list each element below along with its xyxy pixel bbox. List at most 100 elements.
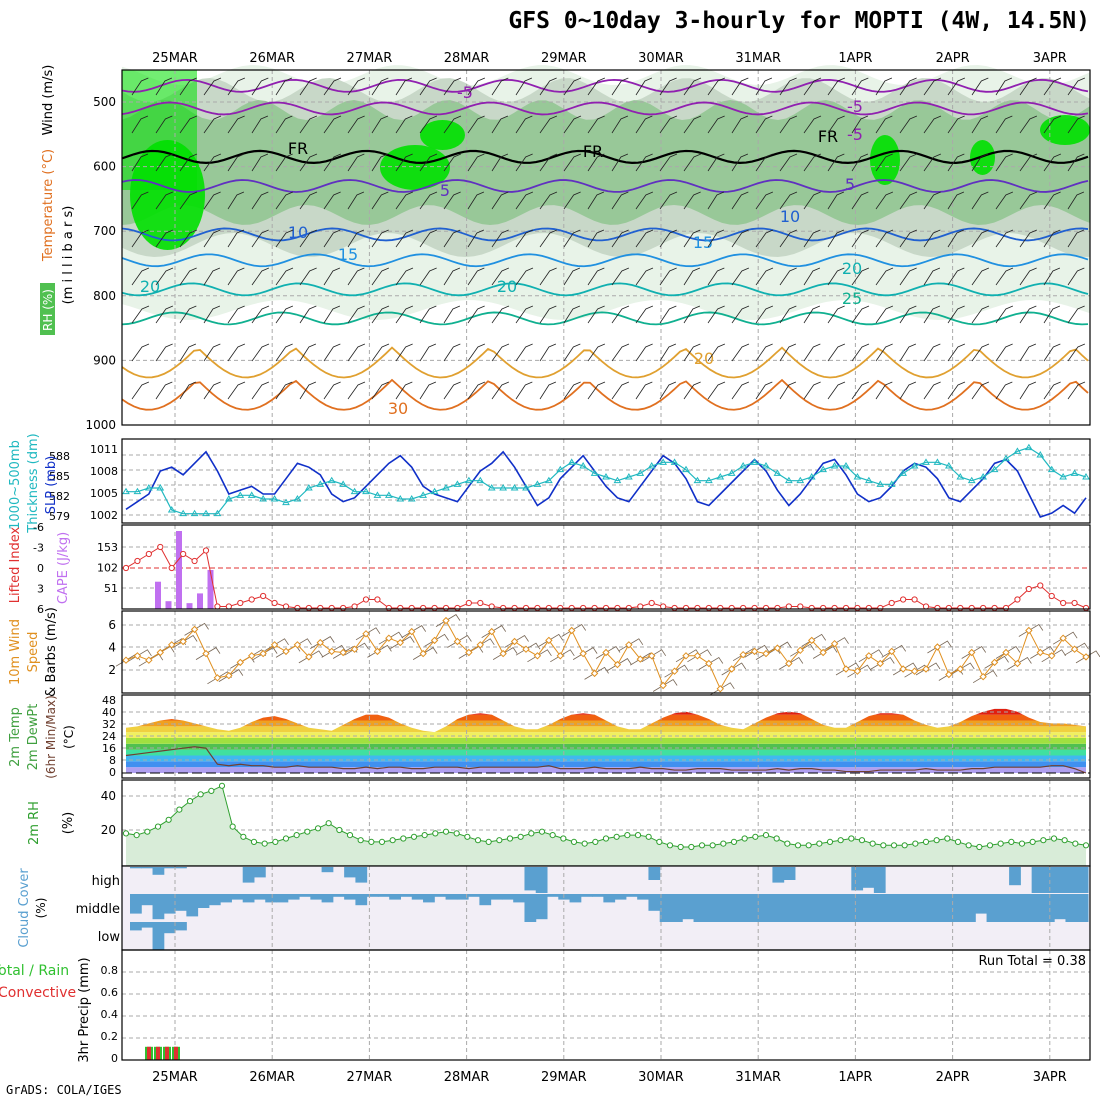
wind-barb [275, 229, 294, 248]
wind-barb [731, 267, 750, 286]
wind-barb [611, 153, 629, 172]
wind-barb [611, 191, 629, 210]
thickness-line-point [1002, 454, 1010, 462]
rh-area-bright [122, 70, 197, 190]
cloud-bar-high [355, 867, 368, 883]
wind-barb [755, 267, 774, 286]
wind-barb [563, 305, 581, 324]
wind-barb [971, 191, 989, 210]
wind-barb [443, 381, 461, 400]
rh2m-line-point [581, 840, 588, 847]
wind-speed-line-point [693, 652, 702, 660]
cape-bar [176, 531, 182, 609]
cloud-bar-middle [941, 894, 954, 922]
thickness-line-point [1013, 447, 1022, 454]
wind-barb [755, 115, 773, 134]
millibars-label: (m i l l i b a r s) [61, 206, 76, 305]
wind-barb [611, 229, 629, 248]
lifted-index-line-point [911, 596, 918, 603]
wind-speed-line-point [522, 645, 530, 653]
wind-barb [779, 115, 798, 134]
rh2m-line-point [261, 840, 268, 847]
wind-barb [299, 305, 317, 324]
wind-barb [659, 115, 678, 134]
wind-barb [299, 153, 318, 172]
wind-speed-line-point [670, 667, 679, 675]
rh2m-line-point [880, 842, 887, 849]
wind-barb-10m [550, 649, 575, 663]
cloud-bar-high [1065, 867, 1078, 893]
wind-barb [995, 381, 1013, 400]
wind-speed-line-point [568, 626, 576, 635]
wind-tick: 4 [108, 641, 116, 655]
cloud-bar-middle [727, 894, 740, 922]
lifted-index-line-point [1060, 599, 1067, 607]
wind-speed-line-point [179, 637, 187, 646]
wind-barb [419, 191, 438, 210]
wind-barb [299, 267, 317, 286]
wind-barb [659, 267, 677, 286]
rh2m-line-point [400, 835, 407, 842]
cloud-bar-middle [918, 894, 931, 922]
wind-barb [563, 115, 582, 134]
cloud-bar-low [141, 922, 154, 928]
lifted-index-line-point [168, 564, 175, 572]
wind-speed-line-point [453, 637, 462, 646]
wind-barb [827, 305, 845, 324]
wind-barb [995, 153, 1013, 172]
wind-barb [323, 343, 341, 362]
wind-barb [515, 77, 533, 96]
wind-barb [467, 77, 486, 96]
wind-speed-line-point [739, 650, 747, 659]
rh2m-line-point [773, 835, 780, 842]
thickness-line-point [636, 469, 645, 476]
thickness-line-point [807, 473, 816, 480]
rh2m-line-point [1008, 838, 1015, 846]
wind-barb [323, 305, 341, 324]
contour-label: 20 [694, 349, 714, 368]
wind-barb [851, 191, 869, 210]
cloud-level-label: low [98, 930, 121, 945]
wind-speed-line-point [202, 649, 210, 658]
wind-barb-10m [881, 644, 907, 658]
thickness-line-point [1047, 465, 1056, 473]
rh2m-tick: 40 [101, 789, 116, 803]
rh2m-line-point [784, 840, 791, 847]
rh2m-line-point [357, 837, 364, 844]
wind-speed-line-point [248, 652, 256, 660]
thickness-line-point [396, 495, 405, 502]
temp-band [126, 755, 1086, 762]
wind-barb [995, 115, 1013, 134]
wind-barb [275, 115, 293, 134]
wind-barb-10m [1030, 645, 1055, 659]
wind-speed-line-point [945, 670, 953, 679]
lifted-index-line-point [705, 604, 712, 612]
wind-barb [635, 153, 653, 172]
wind-barb [683, 229, 701, 248]
lifted-index-line-point [591, 604, 598, 612]
wind-speed-line-point [385, 634, 393, 642]
wind-speed-line-point [590, 669, 599, 678]
wind-barb [803, 115, 822, 134]
cloud-bar-middle [197, 894, 210, 908]
wind-speed-line-point [865, 652, 873, 660]
slp-tick: 1002 [90, 509, 118, 522]
wind-speed-line-point [419, 649, 427, 658]
wind-barb-10m [184, 622, 209, 636]
cloud-level-label: high [92, 874, 120, 889]
wind-speed-line-point [853, 667, 862, 675]
cloud-bar-middle [411, 894, 424, 900]
wind-barb [1043, 381, 1061, 400]
wind-barb [299, 77, 317, 96]
wind-barb [299, 115, 318, 134]
wind-barb [275, 343, 293, 362]
wind-barb [1019, 153, 1038, 172]
wind-barb [515, 191, 534, 210]
cloud-bar-middle [501, 894, 514, 900]
lifted-index-line-point [922, 603, 930, 610]
wind-barb [899, 115, 918, 134]
wind-barb [443, 191, 461, 210]
wind-barb [731, 229, 749, 248]
wind-barb [563, 153, 582, 172]
